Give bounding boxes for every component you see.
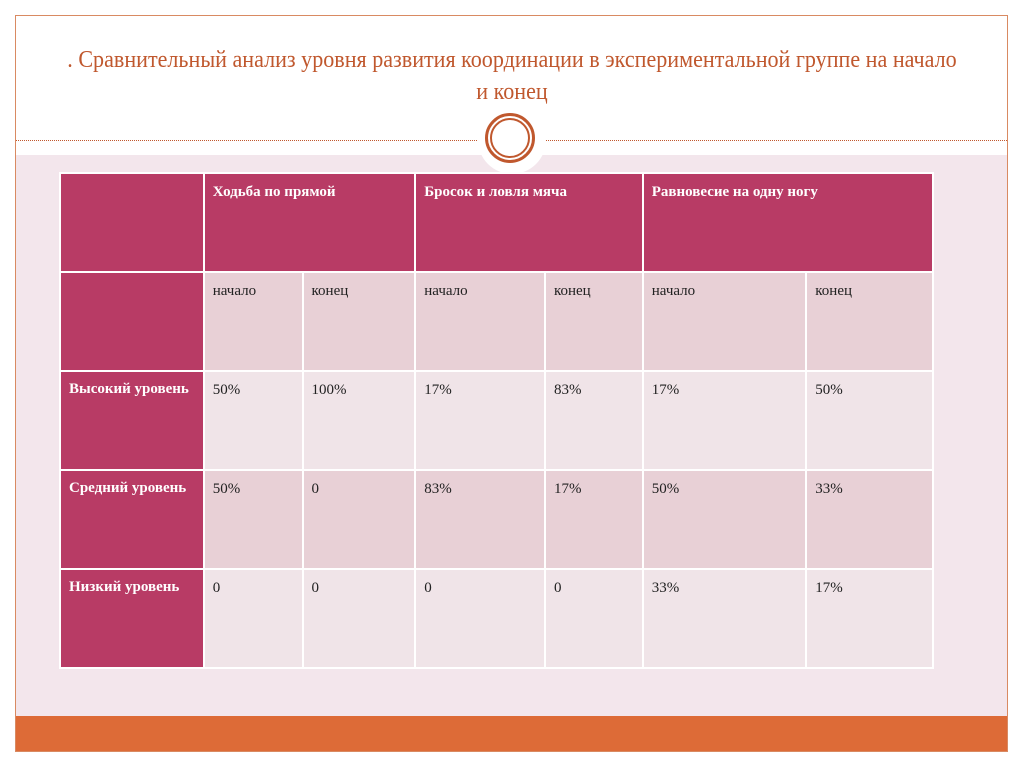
circle-ornament-inner-icon: [490, 118, 530, 158]
group-header: Бросок и ловля мяча: [414, 172, 644, 273]
subheader-cell: начало: [414, 271, 546, 372]
subheader-cell: начало: [202, 271, 304, 372]
table-cell: 83%: [414, 469, 546, 570]
table-cell: 17%: [641, 370, 808, 471]
table-cell: 17%: [414, 370, 546, 471]
footer-band: [16, 716, 1007, 751]
table-row: Высокий уровень 50% 100% 17% 83% 17% 50%: [59, 370, 934, 471]
table-subheader-row: начало конец начало конец начало конец: [59, 271, 934, 372]
table-cell: 83%: [543, 370, 644, 471]
table-cell: 0: [202, 568, 304, 669]
table-cell: 17%: [805, 568, 934, 669]
results-table: Ходьба по прямой Бросок и ловля мяча Рав…: [59, 172, 935, 669]
table-cell: 33%: [805, 469, 934, 570]
row-label: Низкий уровень: [59, 568, 205, 669]
subheader-cell: начало: [641, 271, 808, 372]
circle-ornament-icon: [485, 113, 535, 163]
row-label: Средний уровень: [59, 469, 205, 570]
table-header-row: Ходьба по прямой Бросок и ловля мяча Рав…: [59, 172, 935, 273]
corner-cell: [59, 271, 205, 372]
group-header: Ходьба по прямой: [202, 172, 417, 273]
table-cell: 0: [301, 469, 417, 570]
table-cell: 17%: [543, 469, 644, 570]
corner-cell: [59, 172, 205, 273]
group-header: Равновесие на одну ногу: [641, 172, 935, 273]
slide-title: . Сравнительный анализ уровня развития к…: [67, 47, 957, 105]
table-cell: 50%: [202, 370, 304, 471]
table-cell: 0: [301, 568, 417, 669]
table-row: Низкий уровень 0 0 0 0 33% 17%: [59, 568, 934, 669]
table-row: Средний уровень 50% 0 83% 17% 50% 33%: [59, 469, 934, 570]
table-cell: 0: [414, 568, 546, 669]
subheader-cell: конец: [301, 271, 417, 372]
table-cell: 50%: [805, 370, 934, 471]
subheader-cell: конец: [805, 271, 934, 372]
table-cell: 50%: [641, 469, 808, 570]
row-label: Высокий уровень: [59, 370, 205, 471]
table-cell: 100%: [301, 370, 417, 471]
table-cell: 33%: [641, 568, 808, 669]
table-cell: 0: [543, 568, 644, 669]
table-cell: 50%: [202, 469, 304, 570]
subheader-cell: конец: [543, 271, 644, 372]
